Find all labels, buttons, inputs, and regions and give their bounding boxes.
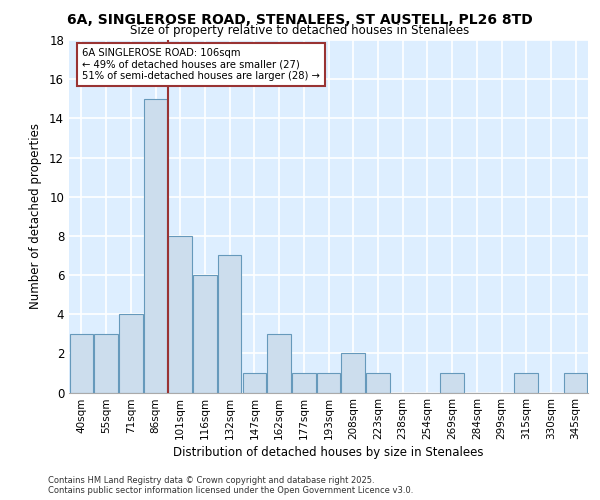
- Text: Contains HM Land Registry data © Crown copyright and database right 2025.
Contai: Contains HM Land Registry data © Crown c…: [48, 476, 413, 495]
- Bar: [366, 373, 389, 392]
- Bar: [70, 334, 93, 392]
- Bar: [514, 373, 538, 392]
- Bar: [144, 99, 167, 392]
- Text: Size of property relative to detached houses in Stenalees: Size of property relative to detached ho…: [130, 24, 470, 37]
- Bar: [242, 373, 266, 392]
- Bar: [564, 373, 587, 392]
- Bar: [169, 236, 192, 392]
- Bar: [94, 334, 118, 392]
- Bar: [119, 314, 143, 392]
- Text: 6A, SINGLEROSE ROAD, STENALEES, ST AUSTELL, PL26 8TD: 6A, SINGLEROSE ROAD, STENALEES, ST AUSTE…: [67, 12, 533, 26]
- Bar: [218, 256, 241, 392]
- Bar: [268, 334, 291, 392]
- Bar: [341, 354, 365, 393]
- Bar: [193, 275, 217, 392]
- Bar: [317, 373, 340, 392]
- Bar: [292, 373, 316, 392]
- Y-axis label: Number of detached properties: Number of detached properties: [29, 123, 42, 309]
- X-axis label: Distribution of detached houses by size in Stenalees: Distribution of detached houses by size …: [173, 446, 484, 460]
- Bar: [440, 373, 464, 392]
- Text: 6A SINGLEROSE ROAD: 106sqm
← 49% of detached houses are smaller (27)
51% of semi: 6A SINGLEROSE ROAD: 106sqm ← 49% of deta…: [82, 48, 320, 81]
